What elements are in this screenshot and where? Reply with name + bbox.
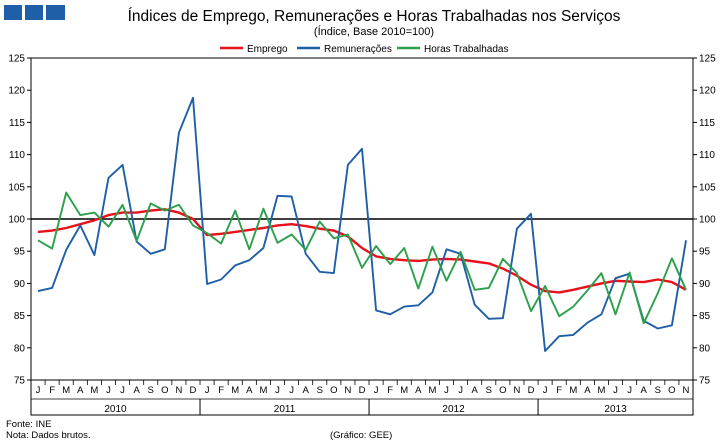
x-month-label: J xyxy=(275,385,280,396)
legend-item-remuneracoes: Remunerações xyxy=(297,44,392,55)
x-month-label: O xyxy=(668,385,675,396)
logo xyxy=(4,5,65,20)
legend: Emprego Remunerações Horas Trabalhadas xyxy=(220,44,509,55)
series-layer xyxy=(37,96,687,352)
series-line-remuneracoes xyxy=(37,96,687,352)
x-month-label: N xyxy=(513,385,520,396)
y-tick-label-right: 95 xyxy=(699,247,711,258)
x-year-label: 2012 xyxy=(442,404,465,415)
x-month-label: F xyxy=(387,385,393,396)
x-month-label: A xyxy=(584,385,591,396)
y-tick-label-right: 115 xyxy=(699,118,715,129)
y-tick-label-right: 100 xyxy=(699,215,716,226)
logo-square-2 xyxy=(25,5,43,20)
x-month-label: D xyxy=(190,385,197,396)
series-line-emprego xyxy=(37,208,687,294)
x-month-label: N xyxy=(175,385,182,396)
x-month-label: O xyxy=(499,385,506,396)
x-month-label: J xyxy=(36,385,41,396)
x-month-label: J xyxy=(627,385,632,396)
y-tick-label-left: 100 xyxy=(8,215,25,226)
x-month-label: F xyxy=(556,385,562,396)
axes: 75 75 80 80 85 85 90 90 95 95 100 100 105 105 110 110 11… xyxy=(8,54,716,416)
y-tick-label-left: 80 xyxy=(14,343,26,354)
footer-credit: (Gráfico: GEE) xyxy=(330,430,392,441)
chart-title: Índices de Emprego, Remunerações e Horas… xyxy=(128,8,621,25)
x-month-label: D xyxy=(528,385,535,396)
x-month-label: A xyxy=(77,385,84,396)
x-month-label: M xyxy=(62,385,70,396)
x-month-label: A xyxy=(302,385,309,396)
chart-subtitle: (Índice, Base 2010=100) xyxy=(314,25,434,38)
x-month-label: M xyxy=(400,385,408,396)
footer-source: Fonte: INE xyxy=(6,419,51,430)
x-month-label: M xyxy=(231,385,239,396)
y-tick-label-right: 90 xyxy=(699,279,711,290)
x-month-label: A xyxy=(472,385,479,396)
x-month-label: F xyxy=(49,385,55,396)
x-month-label: J xyxy=(205,385,210,396)
y-tick-label-left: 95 xyxy=(14,247,26,258)
legend-item-horas-trabalhadas: Horas Trabalhadas xyxy=(397,44,509,55)
y-tick-label-right: 80 xyxy=(699,343,711,354)
y-tick-label-right: 105 xyxy=(699,182,716,193)
x-month-label: A xyxy=(415,385,422,396)
x-month-label: F xyxy=(218,385,224,396)
x-month-label: A xyxy=(246,385,253,396)
y-tick-label-right: 110 xyxy=(699,150,715,161)
y-tick-label-left: 115 xyxy=(9,118,25,129)
logo-square-1 xyxy=(4,5,22,20)
x-month-label: N xyxy=(344,385,351,396)
x-month-label: M xyxy=(428,385,436,396)
x-month-label: J xyxy=(374,385,379,396)
y-tick-label-left: 110 xyxy=(9,150,25,161)
y-tick-label-right: 120 xyxy=(699,86,716,97)
y-tick-label-right: 85 xyxy=(699,311,711,322)
x-month-label: D xyxy=(359,385,366,396)
x-month-label: J xyxy=(289,385,294,396)
x-month-label: M xyxy=(569,385,577,396)
x-axis-band xyxy=(30,379,694,416)
x-month-label: O xyxy=(330,385,337,396)
x-month-label: J xyxy=(120,385,125,396)
x-month-label: J xyxy=(106,385,111,396)
x-month-label: S xyxy=(317,385,323,396)
x-month-label: J xyxy=(444,385,449,396)
x-month-label: S xyxy=(655,385,661,396)
x-month-label: J xyxy=(543,385,548,396)
x-year-label: 2013 xyxy=(604,404,627,415)
y-tick-label-left: 120 xyxy=(8,86,25,97)
y-tick-label-right: 125 xyxy=(699,54,716,65)
y-tick-label-left: 85 xyxy=(14,311,26,322)
y-tick-label-left: 125 xyxy=(8,54,25,65)
y-tick-label-left: 105 xyxy=(8,182,25,193)
x-year-label: 2011 xyxy=(274,404,296,415)
y-tick-label-left: 90 xyxy=(14,279,26,290)
x-month-label: N xyxy=(683,385,690,396)
x-year-label: 2010 xyxy=(104,404,127,415)
footer-note: Nota: Dados brutos. xyxy=(6,430,91,441)
logo-square-3 xyxy=(46,5,65,20)
x-month-label: A xyxy=(641,385,648,396)
legend-item-emprego: Emprego xyxy=(220,44,288,55)
x-month-label: O xyxy=(161,385,168,396)
series-line-horas-trabalhadas xyxy=(37,191,687,325)
y-tick-label-left: 75 xyxy=(14,376,26,387)
legend-label-remuneracoes: Remunerações xyxy=(324,44,392,55)
x-month-label: J xyxy=(458,385,463,396)
x-month-label: S xyxy=(148,385,154,396)
x-month-label: M xyxy=(259,385,267,396)
x-month-label: M xyxy=(90,385,98,396)
x-month-label: M xyxy=(597,385,605,396)
legend-label-emprego: Emprego xyxy=(247,44,288,55)
legend-label-horas-trabalhadas: Horas Trabalhadas xyxy=(424,44,509,55)
y-tick-label-right: 75 xyxy=(699,376,711,387)
x-month-label: S xyxy=(486,385,492,396)
x-month-label: A xyxy=(133,385,140,396)
x-month-label: J xyxy=(613,385,618,396)
